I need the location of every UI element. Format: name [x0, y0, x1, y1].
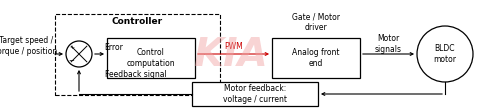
Circle shape	[66, 41, 92, 67]
Text: KIA: KIA	[193, 36, 268, 73]
Text: Motor feedback:
voltage / current: Motor feedback: voltage / current	[223, 84, 287, 104]
Bar	[272, 38, 360, 78]
Text: +: +	[69, 45, 75, 50]
Text: Target speed /
torque / position: Target speed / torque / position	[0, 36, 57, 56]
Bar	[107, 38, 195, 78]
Text: BLDC
motor: BLDC motor	[434, 44, 457, 64]
Bar	[55, 14, 220, 95]
Text: Analog front
end: Analog front end	[292, 48, 340, 68]
Text: Control
computation: Control computation	[127, 48, 175, 68]
Circle shape	[417, 26, 473, 82]
Text: Controller: Controller	[112, 18, 163, 26]
Bar	[192, 82, 318, 106]
Text: Motor
signals: Motor signals	[375, 34, 402, 54]
Text: PWM: PWM	[224, 43, 243, 51]
Text: Feedback signal: Feedback signal	[105, 70, 166, 79]
Text: −: −	[68, 58, 74, 64]
Text: Gate / Motor
driver: Gate / Motor driver	[292, 12, 340, 32]
Text: Error: Error	[104, 43, 123, 53]
